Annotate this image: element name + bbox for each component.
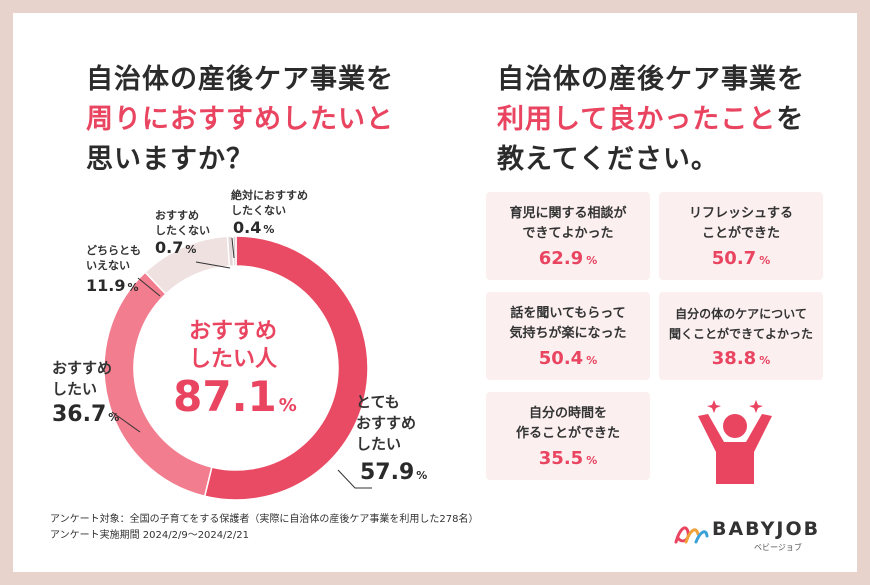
donut-center: おすすめ したい人 (168, 318, 298, 374)
donut-center-unit: % (278, 395, 297, 416)
value-recommend: 36.7% (52, 402, 119, 427)
label-very-line3: したい (356, 435, 402, 453)
leader-neutral (137, 277, 161, 297)
right-title-highlight: 利用して良かったこと (497, 104, 777, 135)
value-never-recommend: 0.4% (233, 218, 274, 237)
leader-very (337, 469, 372, 489)
label-never-line2: したくない (231, 204, 286, 217)
right-title-line1: 自治体の産後ケア事業を (497, 64, 805, 95)
card-own-time-line2: 作ることができた (515, 426, 620, 441)
value-neutral-number: 11.9 (86, 276, 126, 295)
value-notrec-number: 0.7 (155, 238, 184, 257)
value-very-recommend: 57.9% (360, 460, 427, 485)
left-title: 自治体の産後ケア事業を 周りにおすすめしたいと 思いますか？ (86, 60, 426, 180)
label-never-recommend: 絶対におすすめ したくない (231, 188, 308, 218)
leader-rec (111, 411, 141, 433)
card-listened-line2: 気持ちが楽になった (509, 326, 627, 341)
card-refresh-unit: % (759, 254, 771, 267)
card-listened: 話を聞いてもらって 気持ちが楽になった 50.4% (486, 292, 650, 380)
babyjob-logo: BABYJOB ベビージョブ (672, 514, 832, 554)
card-refresh-number: 50.7 (711, 248, 757, 269)
card-body-care-value: 38.8% (659, 346, 823, 374)
left-title-line3: 思いますか？ (86, 144, 254, 175)
value-very-number: 57.9 (360, 460, 415, 485)
card-refresh-line2: ことができた (701, 226, 780, 241)
label-not-recommend: おすすめ したくない (155, 208, 210, 238)
babyjob-logo-subtext: ベビージョブ (754, 543, 802, 552)
card-listened-line1: 話を聞いてもらって (510, 306, 626, 321)
footer-period: アンケート実施期間 2024/2/9〜2024/2/21 (50, 530, 249, 541)
label-notrec-line2: したくない (155, 224, 210, 237)
value-neutral: 11.9% (86, 276, 139, 295)
label-never-line1: 絶対におすすめ (231, 189, 308, 202)
card-own-time-number: 35.5 (538, 448, 584, 469)
celebrating-person-icon (698, 400, 772, 484)
right-title-line2: 利用して良かったことを (497, 100, 837, 140)
label-very-line2: おすすめ (356, 414, 417, 432)
label-neutral-line1: どちらとも (86, 244, 141, 257)
right-title: 自治体の産後ケア事業を 利用して良かったことを 教えてください。 (497, 60, 837, 180)
footer-notes: アンケート対象：全国の子育てをする保護者（実際に自治体の産後ケア事業を利用した2… (50, 512, 530, 544)
value-not-recommend: 0.7% (155, 238, 196, 257)
babyjob-logo-mark-icon (674, 526, 709, 544)
card-body-care-number: 38.8 (711, 348, 757, 369)
card-consultation-line2: できてよかった (522, 226, 614, 241)
card-consultation-number: 62.9 (538, 248, 584, 269)
card-body-care: 自分の体のケアについて 聞くことができてよかった 38.8% (659, 292, 823, 380)
card-refresh: リフレッシュする ことができた 50.7% (659, 192, 823, 280)
right-title-rest: を (776, 104, 805, 135)
donut-slices (103, 235, 369, 501)
label-notrec-line1: おすすめ (155, 209, 199, 222)
label-neutral: どちらとも いえない (86, 243, 141, 273)
footer-target: アンケート対象：全国の子育てをする保護者（実際に自治体の産後ケア事業を利用した2… (50, 514, 479, 525)
value-rec-unit: % (108, 411, 120, 424)
value-very-unit: % (416, 469, 428, 482)
label-very-line1: とても (356, 393, 400, 411)
babyjob-logo-text: BABYJOB (712, 518, 821, 540)
card-body-care-line1: 自分の体のケアについて (675, 307, 807, 321)
donut-center-value: 87.1% (150, 372, 320, 421)
value-rec-number: 36.7 (52, 402, 107, 427)
left-title-line2: 周りにおすすめしたいと (86, 104, 394, 135)
leader-notrec (195, 261, 231, 269)
right-title-line3: 教えてください。 (497, 144, 719, 175)
value-never-number: 0.4 (233, 218, 262, 237)
card-own-time-unit: % (586, 454, 598, 467)
label-very-recommend: とても おすすめ したい (356, 392, 416, 455)
card-consultation: 育児に関する相談が できてよかった 62.9% (486, 192, 650, 280)
card-own-time-line1: 自分の時間を (528, 406, 607, 421)
label-neutral-line2: いえない (86, 259, 130, 272)
donut-center-label-2: したい人 (188, 347, 277, 372)
card-consultation-value: 62.9% (486, 246, 650, 274)
card-body-care-line2: 聞くことができてよかった (668, 327, 813, 341)
label-rec-line1: おすすめ (52, 359, 113, 377)
donut-slice-4 (232, 235, 237, 267)
donut-center-number: 87.1 (173, 372, 277, 421)
label-recommend: おすすめ したい (52, 358, 112, 400)
card-own-time-value: 35.5% (486, 446, 650, 474)
card-listened-value: 50.4% (486, 346, 650, 374)
card-consultation-unit: % (586, 254, 598, 267)
donut-slice-0 (203, 235, 369, 501)
leader-lines (111, 237, 372, 489)
label-rec-line2: したい (52, 380, 98, 398)
donut-center-label-1: おすすめ (188, 319, 277, 344)
card-consultation-line1: 育児に関する相談が (509, 206, 627, 221)
value-neutral-unit: % (127, 281, 139, 294)
value-never-unit: % (263, 223, 275, 236)
card-listened-unit: % (586, 354, 598, 367)
leader-never (231, 237, 235, 259)
card-refresh-value: 50.7% (659, 246, 823, 274)
card-refresh-line1: リフレッシュする (688, 206, 793, 221)
card-body-care-unit: % (759, 354, 771, 367)
card-own-time: 自分の時間を 作ることができた 35.5% (486, 392, 650, 480)
card-listened-number: 50.4 (538, 348, 584, 369)
left-title-line1: 自治体の産後ケア事業を (86, 64, 394, 95)
value-notrec-unit: % (185, 243, 197, 256)
